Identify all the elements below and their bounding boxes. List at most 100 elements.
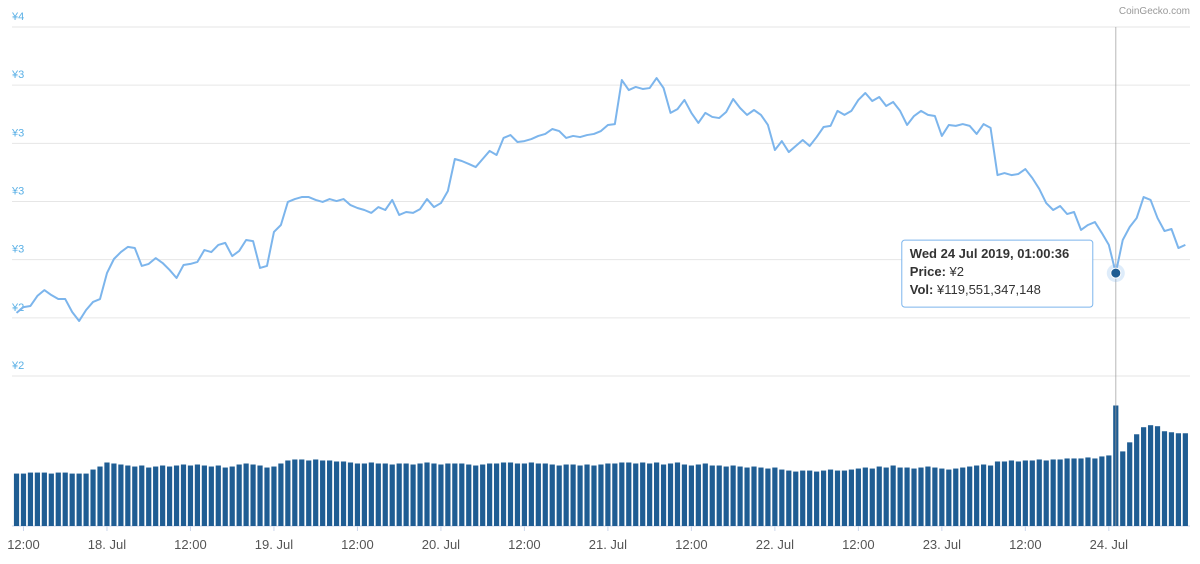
volume-bar xyxy=(1078,458,1084,526)
volume-bar xyxy=(932,467,938,526)
hover-point xyxy=(1110,267,1122,279)
volume-bar xyxy=(493,463,500,526)
y-tick-label: ¥4 xyxy=(11,11,24,23)
volume-bar xyxy=(222,467,228,526)
volume-bar xyxy=(974,465,980,526)
volume-bar xyxy=(807,470,813,526)
volume-bar xyxy=(987,465,994,526)
volume-bar xyxy=(584,464,590,526)
volume-bar xyxy=(125,465,131,526)
volume-bar xyxy=(1043,460,1049,526)
volume-bar xyxy=(549,464,555,526)
volume-bar xyxy=(786,470,792,526)
volume-bar xyxy=(1036,459,1042,526)
x-tick-label: 12:00 xyxy=(174,537,207,552)
volume-bar xyxy=(1141,427,1147,526)
volume-bar xyxy=(208,466,214,526)
volume-bar xyxy=(153,466,159,526)
x-tick-label: 12:00 xyxy=(675,537,708,552)
volume-bar xyxy=(994,461,1001,526)
volume-bar xyxy=(250,464,256,526)
volume-bar xyxy=(403,463,409,526)
volume-bar xyxy=(90,469,96,526)
volume-bar xyxy=(173,465,180,526)
volume-bar xyxy=(967,466,973,526)
volume-bar xyxy=(76,473,82,526)
tooltip-title: Wed 24 Jul 2019, 01:00:36 xyxy=(910,246,1069,261)
volume-bar xyxy=(271,466,277,526)
volume-bar xyxy=(55,472,61,526)
volume-bar xyxy=(1008,460,1015,526)
volume-bar xyxy=(257,465,263,526)
volume-bar xyxy=(285,460,291,526)
volume-bar xyxy=(424,462,430,526)
volume-bar xyxy=(20,473,27,526)
volume-bar xyxy=(744,467,750,526)
volume-bar xyxy=(132,466,138,526)
volume-bar xyxy=(605,463,611,526)
volume-bar xyxy=(939,468,945,526)
volume-bar xyxy=(660,464,667,526)
volume-bar xyxy=(800,470,806,526)
volume-bar xyxy=(264,467,270,526)
volume-bar xyxy=(570,464,576,526)
volume-bar xyxy=(69,473,75,526)
x-tick-label: 19. Jul xyxy=(255,537,293,552)
volume-bar xyxy=(640,462,646,526)
tooltip-price: Price: ¥2 xyxy=(910,264,964,279)
y-tick-label: ¥3 xyxy=(11,186,24,198)
volume-bar xyxy=(327,460,333,526)
volume-bar xyxy=(306,460,312,526)
volume-bar xyxy=(313,459,319,526)
x-tick-label: 22. Jul xyxy=(756,537,794,552)
volume-bar xyxy=(340,461,347,526)
volume-bar xyxy=(876,466,882,526)
x-tick-label: 20. Jul xyxy=(422,537,460,552)
volume-bar xyxy=(243,463,249,526)
volume-bar xyxy=(396,463,402,526)
volume-bar xyxy=(723,466,729,526)
volume-bar xyxy=(841,470,848,526)
volume-bar xyxy=(111,463,117,526)
volume-bar xyxy=(1085,457,1091,526)
volume-bar xyxy=(1099,456,1105,526)
volume-bar xyxy=(772,467,778,526)
y-tick-label: ¥3 xyxy=(11,69,24,81)
volume-bar xyxy=(466,464,472,526)
volume-bar xyxy=(507,462,514,526)
volume-bar xyxy=(368,462,374,526)
volume-bar xyxy=(459,463,465,526)
volume-bar xyxy=(452,463,458,526)
volume-bar xyxy=(751,466,757,526)
volume-bar xyxy=(382,463,388,526)
volume-bar xyxy=(1134,434,1140,526)
y-tick-label: ¥2 xyxy=(11,360,24,372)
volume-bar xyxy=(521,463,528,526)
volume-bar xyxy=(681,464,688,526)
volume-bar xyxy=(716,465,722,526)
volume-bar xyxy=(1015,461,1021,526)
volume-bar xyxy=(702,463,708,526)
volume-bar xyxy=(911,468,917,526)
volume-bar xyxy=(577,465,583,526)
volume-bar xyxy=(1154,426,1161,526)
tooltip-volume-label: Vol: xyxy=(910,282,934,297)
credit: CoinGecko.com xyxy=(1119,6,1190,17)
volume-bar xyxy=(97,466,103,526)
x-tick-label: 12:00 xyxy=(1009,537,1042,552)
volume-bar xyxy=(166,466,173,526)
volume-bar xyxy=(473,465,479,526)
volume-bar xyxy=(793,471,799,526)
volume-bar xyxy=(34,472,40,526)
x-tick-label: 12:00 xyxy=(341,537,374,552)
volume-bar xyxy=(528,462,534,526)
volume-bar xyxy=(62,472,68,526)
volume-bar xyxy=(633,463,639,526)
volume-bar xyxy=(730,465,736,526)
volume-bar xyxy=(688,465,694,526)
tooltip-price-value: ¥2 xyxy=(949,264,964,279)
volume-bar xyxy=(1071,458,1077,526)
volume-bar xyxy=(598,464,604,526)
